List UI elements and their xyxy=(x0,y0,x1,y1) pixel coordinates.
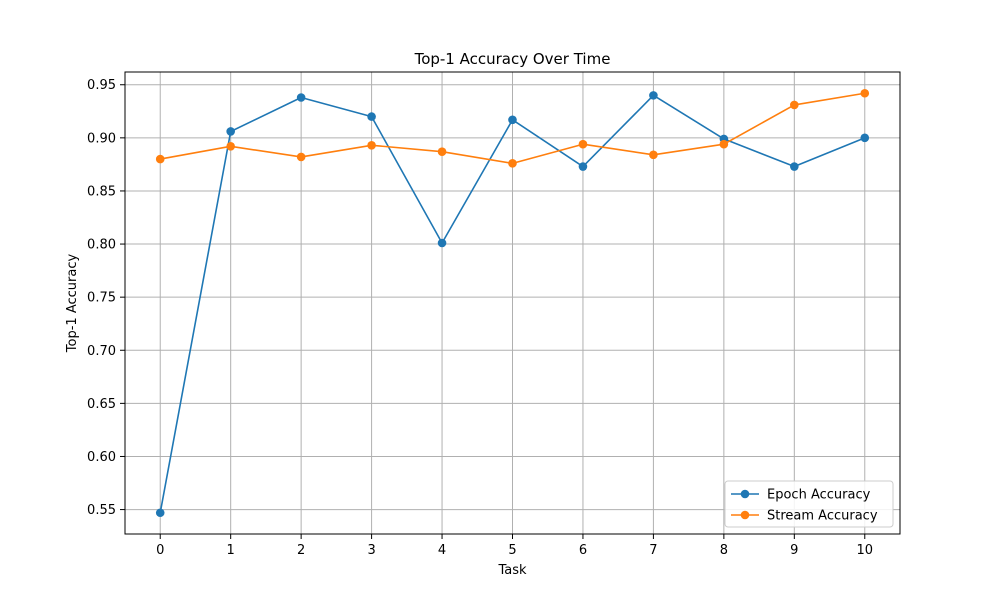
x-tick-label: 7 xyxy=(649,543,657,558)
x-tick-label: 8 xyxy=(720,543,728,558)
y-tick-label: 0.60 xyxy=(87,450,116,465)
data-point xyxy=(578,139,588,149)
data-point xyxy=(578,162,588,171)
legend-marker xyxy=(740,510,750,520)
series-layer xyxy=(155,88,870,518)
data-point xyxy=(790,162,799,171)
data-point xyxy=(296,152,306,162)
data-point xyxy=(226,127,235,136)
x-axis-label: Task xyxy=(497,563,527,578)
data-point xyxy=(649,91,658,100)
x-tick-label: 10 xyxy=(856,543,873,558)
y-tick-label: 0.85 xyxy=(87,184,116,199)
y-tick-label: 0.95 xyxy=(87,78,116,93)
x-tick-label: 2 xyxy=(297,543,305,558)
x-tick-label: 6 xyxy=(579,543,587,558)
data-point xyxy=(508,159,517,168)
data-point xyxy=(155,508,165,518)
x-tick-label: 9 xyxy=(790,543,798,558)
data-point xyxy=(367,140,376,150)
y-tick-label: 0.90 xyxy=(87,131,116,146)
x-tick-label: 5 xyxy=(508,543,516,558)
data-point xyxy=(296,93,306,102)
x-tick-label: 4 xyxy=(438,543,446,558)
data-point xyxy=(367,112,376,121)
data-point xyxy=(508,115,517,125)
data-point xyxy=(226,142,235,151)
data-point xyxy=(649,150,658,160)
data-point xyxy=(155,154,165,164)
y-tick-label: 0.55 xyxy=(87,503,116,518)
chart-title: Top-1 Accuracy Over Time xyxy=(414,50,611,68)
x-tick-label: 1 xyxy=(227,543,235,558)
ticks: 0 1 2 3 4 5 6 7 8 9 10 0.55 0.60 0.65 0.70 0.75 0.80 0.85… xyxy=(87,78,873,558)
series-2 xyxy=(155,88,870,168)
data-point xyxy=(437,147,447,156)
x-tick-label: 0 xyxy=(156,543,164,558)
data-point xyxy=(719,139,729,149)
legend: Epoch Accuracy Stream Accuracy xyxy=(724,480,894,528)
data-point xyxy=(860,88,870,98)
y-tick-label: 0.75 xyxy=(87,291,116,306)
data-point xyxy=(437,238,447,248)
data-point xyxy=(860,133,870,143)
data-point xyxy=(790,100,799,110)
legend-marker xyxy=(740,489,750,499)
y-tick-label: 0.70 xyxy=(87,344,116,359)
legend-label: Epoch Accuracy xyxy=(767,488,871,503)
y-tick-label: 0.65 xyxy=(87,397,116,412)
grid xyxy=(125,72,900,534)
legend-box xyxy=(724,480,894,528)
y-tick-label: 0.80 xyxy=(87,238,116,253)
x-tick-label: 3 xyxy=(367,543,375,558)
y-axis-label: Top-1 Accuracy xyxy=(65,254,80,354)
legend-label: Stream Accuracy xyxy=(767,509,878,524)
